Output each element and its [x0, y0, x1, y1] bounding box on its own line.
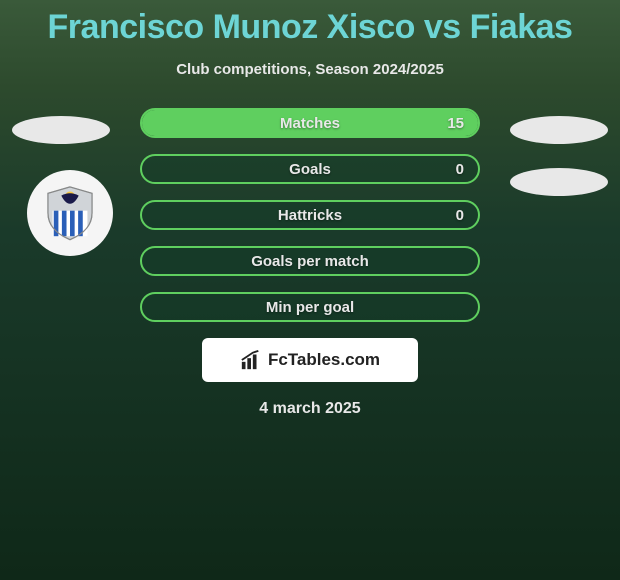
- stat-row: Hattricks 0: [140, 200, 480, 230]
- club-badge: [27, 170, 113, 256]
- stat-row: Min per goal: [140, 292, 480, 322]
- stat-label: Goals per match: [251, 253, 369, 270]
- stat-row: Matches 15: [140, 108, 480, 138]
- brand-label: FcTables.com: [268, 350, 380, 370]
- stat-label: Matches: [280, 115, 340, 132]
- stat-label: Hattricks: [278, 207, 342, 224]
- stat-row: Goals per match: [140, 246, 480, 276]
- subtitle: Club competitions, Season 2024/2025: [0, 61, 620, 78]
- brand-box[interactable]: FcTables.com: [202, 338, 418, 382]
- stat-row: Goals 0: [140, 154, 480, 184]
- stat-label: Min per goal: [266, 299, 354, 316]
- page-title: Francisco Munoz Xisco vs Fiakas: [0, 0, 620, 47]
- chart-icon: [240, 349, 262, 371]
- stat-label: Goals: [289, 161, 331, 178]
- stat-value: 0: [456, 207, 464, 224]
- player-right-placeholder-2: [510, 168, 608, 196]
- comparison-panel: Matches 15 Goals 0 Hattricks 0 Goals per match…: [0, 108, 620, 418]
- stat-value: 0: [456, 161, 464, 178]
- stat-value: 15: [447, 115, 464, 132]
- anorthosis-shield-icon: [41, 184, 99, 242]
- player-left-placeholder: [12, 116, 110, 144]
- player-right-placeholder-1: [510, 116, 608, 144]
- date-label: 4 march 2025: [0, 400, 620, 418]
